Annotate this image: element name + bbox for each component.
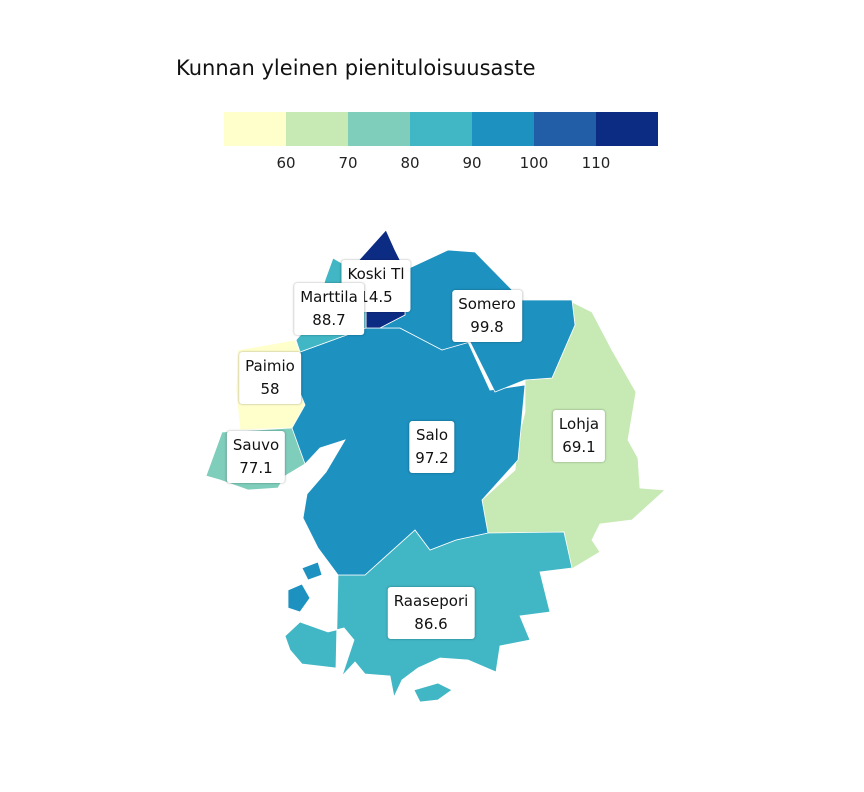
region-label-raasepori: Raasepori 86.6 [387,587,475,639]
region-value: 88.7 [312,311,346,329]
region-name: Raasepori [393,592,469,610]
region-name: Sauvo [232,436,280,454]
region-raasepori-island [413,682,453,703]
legend-tick: 80 [400,154,420,172]
region-label-lohja: Lohja 69.1 [552,410,606,462]
region-salo-island [287,583,311,613]
region-name: Salo [415,426,449,444]
color-legend [224,112,658,146]
legend-swatch [534,112,596,146]
legend-ticks: 60 70 80 90 100 110 [224,154,658,174]
legend-swatch [472,112,534,146]
legend-swatch [596,112,658,146]
region-name: Lohja [558,415,600,433]
region-name: Paimio [245,357,295,375]
region-salo-island [301,561,323,581]
legend-swatch [286,112,348,146]
legend-tick: 100 [519,154,549,172]
legend-tick: 110 [581,154,611,172]
region-value: 86.6 [414,615,448,633]
region-value: 99.8 [470,318,504,336]
legend-tick: 90 [462,154,482,172]
legend-tick: 60 [276,154,296,172]
legend-swatch [410,112,472,146]
region-label-paimio: Paimio 58 [239,352,301,404]
region-value: 69.1 [562,438,596,456]
legend-swatch [224,112,286,146]
region-label-salo: Salo 97.2 [409,421,455,473]
region-value: 77.1 [239,459,273,477]
legend-tick: 70 [338,154,358,172]
region-value: 14.5 [359,288,393,306]
map-title: Kunnan yleinen pienituloisuusaste [176,56,536,80]
region-label-sauvo: Sauvo 77.1 [226,431,286,483]
region-label-somero: Somero 99.8 [452,290,522,342]
region-label-marttila: Marttila 88.7 [294,283,364,335]
region-name: Marttila [300,288,358,306]
region-value: 58 [260,380,280,398]
legend-swatch [348,112,410,146]
region-name: Koski Tl [347,265,405,283]
region-name: Somero [458,295,516,313]
region-value: 97.2 [415,449,449,467]
